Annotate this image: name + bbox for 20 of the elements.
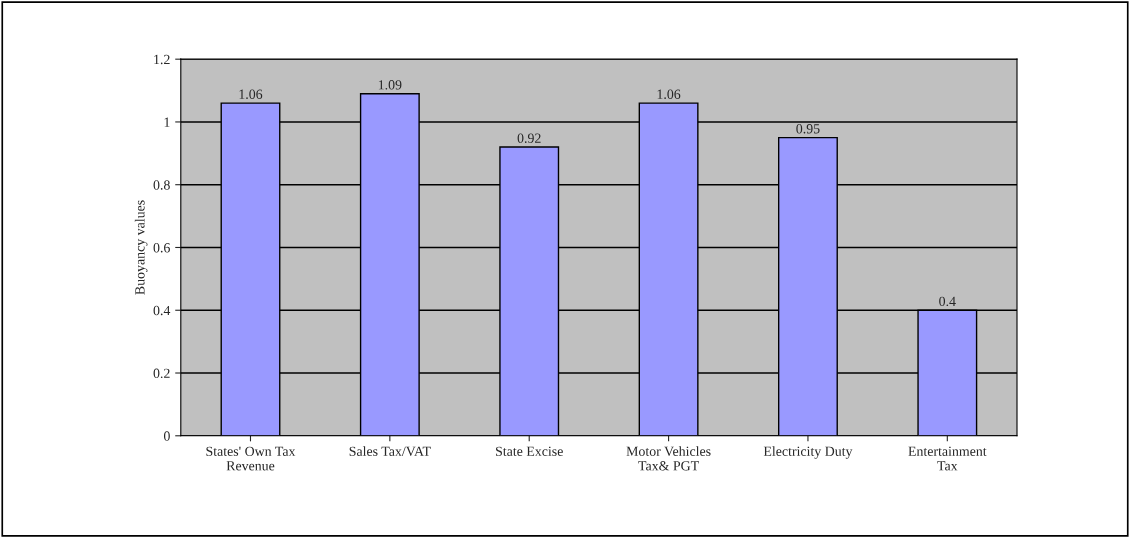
y-tick-label: 1 [164,117,170,127]
y-tick-label: 1.2 [154,54,170,65]
y-tick-label: 0.6 [153,243,170,253]
y-tick-label: 0.2 [153,368,170,379]
data-label: 0.4 [939,296,956,307]
data-label: 1.06 [239,89,263,99]
x-tick-label: Sales Tax/VAT [349,446,431,457]
x-tick-label: State Excise [496,446,563,456]
x-tick-label: Electricity Duty [763,446,853,459]
y-tick-label: 0.8 [153,180,170,190]
y-tick-label: 0 [163,431,170,441]
data-label: 0.92 [517,133,541,143]
data-label: 1.09 [378,80,402,90]
data-label: 0.95 [796,124,820,134]
x-tick-label: Motor Vehicles Tax& PGT [626,446,711,471]
y-axis-title: Buoyancy values [134,200,148,295]
y-tick-label: 0.4 [153,305,171,316]
x-tick-label: Entertainment Tax [908,446,987,471]
data-label: 1.06 [657,89,681,99]
x-tick-label: States' Own Tax Revenue [206,446,296,471]
